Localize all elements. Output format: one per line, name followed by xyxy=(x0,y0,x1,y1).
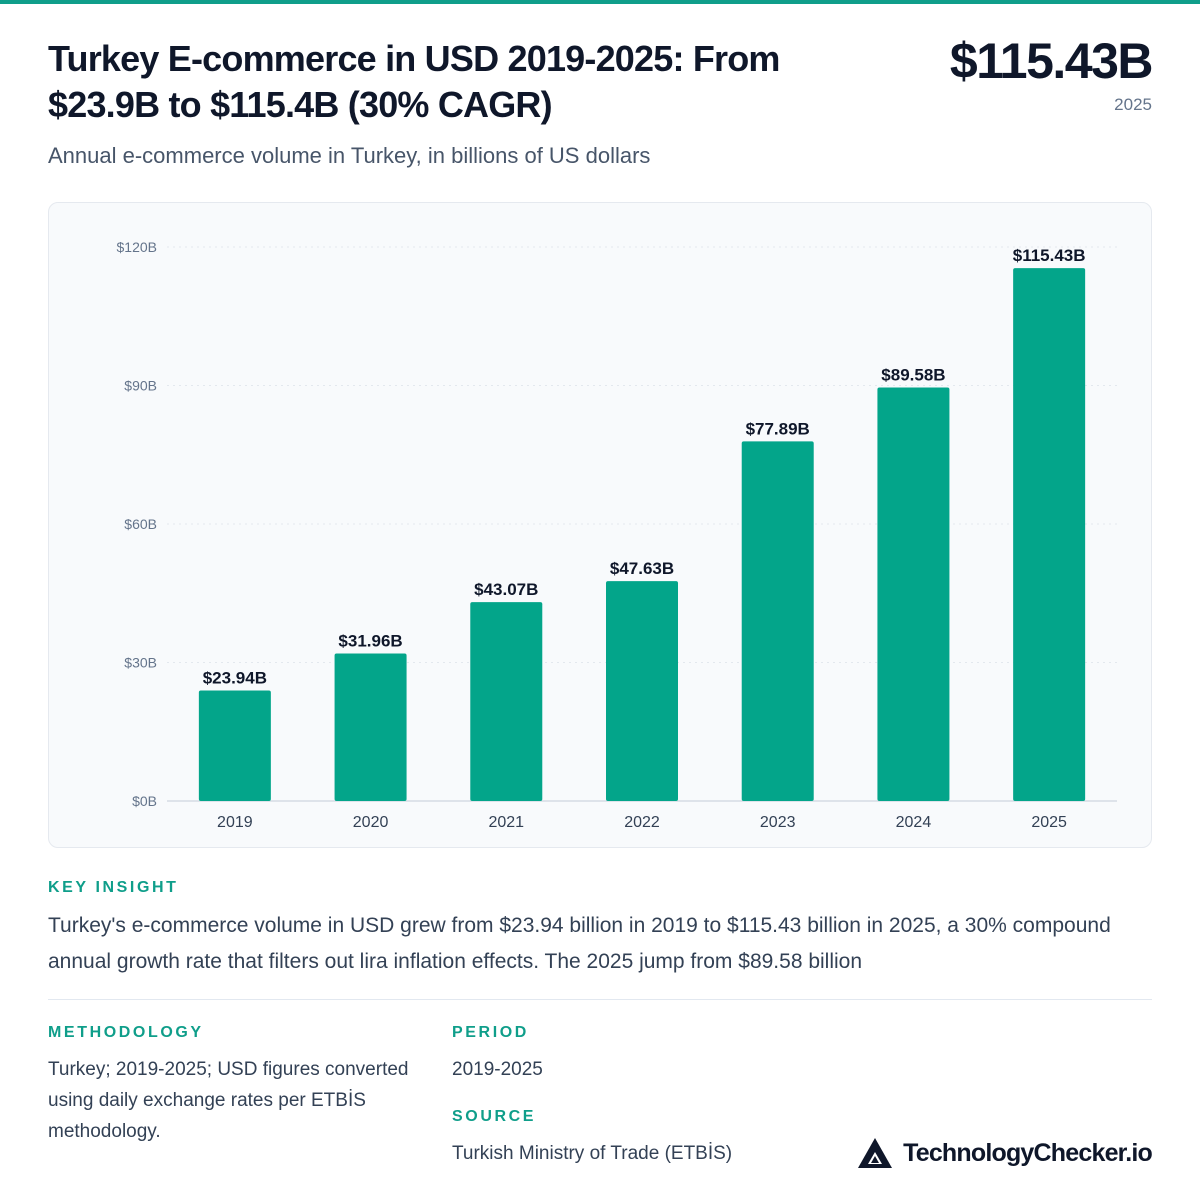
bar-value-label: $23.94B xyxy=(203,668,267,687)
bar-value-label: $77.89B xyxy=(746,419,810,438)
bar-value-label: $47.63B xyxy=(610,559,674,578)
bar-layer xyxy=(198,268,1086,802)
x-tick-label: 2024 xyxy=(896,814,932,831)
key-insight-text: Turkey's e-commerce volume in USD grew f… xyxy=(48,914,1111,973)
label-layer: $23.94B 2019 $31.96B 2020 $43.07B 2021 $47.63B… xyxy=(203,246,1086,831)
headline-year: 2025 xyxy=(1114,95,1152,114)
source-label: SOURCE xyxy=(452,1108,537,1125)
bar xyxy=(741,441,814,801)
bar-value-label: $43.07B xyxy=(474,580,538,599)
brand-logo: TechnologyChecker.io xyxy=(857,1136,1153,1170)
y-tick-label: $30B xyxy=(124,655,157,671)
x-tick-label: 2025 xyxy=(1031,814,1067,831)
bar xyxy=(198,690,271,801)
bar xyxy=(606,581,678,801)
methodology-text: Turkey; 2019-2025; USD figures converted… xyxy=(48,1059,409,1142)
y-tick-label: $60B xyxy=(124,516,157,532)
chart-card: $0B $30B $60B $90B $120B $23.94B 2019 $31.96B 2… xyxy=(48,202,1152,848)
key-insight-label: KEY INSIGHT xyxy=(48,879,179,896)
x-tick-label: 2023 xyxy=(760,814,796,831)
bar xyxy=(334,653,407,801)
brand-name: TechnologyChecker.io xyxy=(903,1138,1153,1167)
bar-value-label: $89.58B xyxy=(881,365,945,384)
y-tick-label: $90B xyxy=(124,378,157,394)
section-divider xyxy=(48,999,1152,1000)
bar xyxy=(1013,268,1086,802)
headline-value: $115.43B xyxy=(949,33,1154,89)
bar-value-label: $31.96B xyxy=(338,631,402,650)
bar xyxy=(877,387,950,801)
top-accent-rule xyxy=(0,0,1200,4)
period-label: PERIOD xyxy=(452,1024,529,1041)
chart-subtitle: Annual e-commerce volume in Turkey, in b… xyxy=(48,143,651,168)
triangle-logo-icon xyxy=(858,1138,893,1168)
y-tick-label: $120B xyxy=(117,239,157,255)
x-tick-label: 2022 xyxy=(624,814,660,831)
x-tick-label: 2019 xyxy=(217,814,253,831)
y-tick-label: $0B xyxy=(132,793,157,809)
page-title: Turkey E-commerce in USD 2019-2025: From… xyxy=(48,38,780,125)
source-text: Turkish Ministry of Trade (ETBİS) xyxy=(452,1143,733,1164)
methodology-label: METHODOLOGY xyxy=(48,1024,204,1041)
bar-value-label: $115.43B xyxy=(1013,246,1086,265)
x-tick-label: 2021 xyxy=(488,814,524,831)
period-text: 2019-2025 xyxy=(452,1059,543,1080)
bar-chart: $0B $30B $60B $90B $120B $23.94B 2019 $31.96B 2… xyxy=(117,239,1117,831)
x-tick-label: 2020 xyxy=(353,814,389,831)
bar xyxy=(470,602,543,801)
